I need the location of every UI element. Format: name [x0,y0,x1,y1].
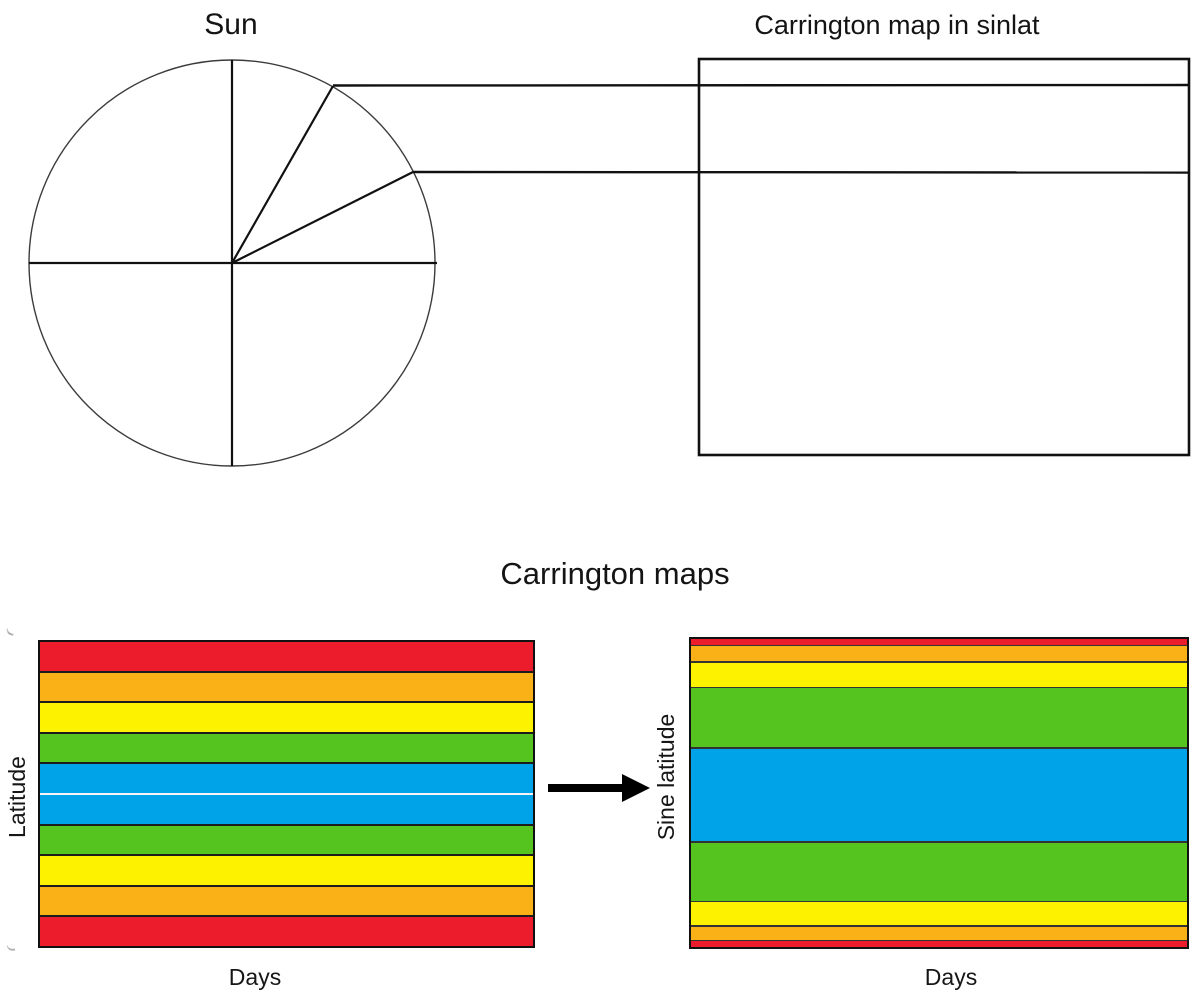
projection-line-top [332,83,1190,87]
latitude-map-band-divider [40,915,533,918]
days-axis-label-left: Days [228,964,282,990]
latitude-map-band-divider [40,884,533,887]
sun-radius-30deg [231,171,414,264]
latitude-map-band-divider [40,701,533,704]
sine-latitude-map-band-divider [691,900,1187,903]
projection-line-bottom [412,170,1190,174]
carrington-maps-title: Carrington maps [500,556,730,591]
latitude-map-band-divider [40,762,533,765]
latitude-map-band-green [40,733,533,763]
latitude-map-band-red [40,917,533,946]
stray-mark [6,944,16,952]
sine-latitude-map-band-orange [691,926,1187,940]
latitude-map-band-divider [40,854,533,857]
sine-latitude-map-band-divider [691,644,1187,647]
latitude-map-chart [38,640,535,948]
sine-latitude-map-band-divider [691,747,1187,749]
sine-latitude-map-band-red [691,941,1187,947]
right-arrow-icon [545,770,655,811]
latitude-map-band-orange [40,886,533,916]
latitude-map-band-red [40,642,533,671]
sun-title: Sun [204,8,258,41]
sine-latitude-axis-label: Sine latitude [653,713,679,841]
sine-latitude-map-band-red [691,639,1187,645]
sine-latitude-map-band-blue [691,748,1187,841]
latitude-map-band-yellow [40,856,533,885]
sine-latitude-map-band-green [691,688,1187,748]
latitude-map-band-divider [40,731,533,734]
sinlat-map-title: Carrington map in sinlat [754,10,1040,40]
sine-latitude-map-band-divider [691,939,1187,942]
sine-latitude-map-chart [689,637,1189,949]
stray-mark [5,628,15,636]
sine-latitude-map-band-orange [691,646,1187,662]
latitude-axis-label: Latitude [4,756,30,838]
latitude-map-band-divider [40,792,533,795]
sun-radius-60deg [231,85,334,264]
sine-latitude-map-band-green [691,842,1187,901]
sun-to-sinlat-diagram [28,57,1191,467]
sine-latitude-map-band-yellow [691,662,1187,687]
sine-latitude-map-band-divider [691,925,1187,927]
sine-latitude-map-band-yellow [691,902,1187,926]
sine-latitude-map-band-divider [691,686,1187,689]
days-axis-label-right: Days [924,964,978,990]
sinlat-map-outline [697,57,1191,457]
latitude-map-band-blue [40,764,533,793]
latitude-map-band-yellow [40,703,533,732]
sine-latitude-map-band-divider [691,841,1187,843]
latitude-map-band-green [40,825,533,855]
sine-latitude-map-band-divider [691,661,1187,663]
latitude-map-band-divider [40,823,533,826]
latitude-map-band-divider [40,670,533,673]
latitude-map-band-orange [40,672,533,702]
latitude-map-band-blue [40,794,533,824]
